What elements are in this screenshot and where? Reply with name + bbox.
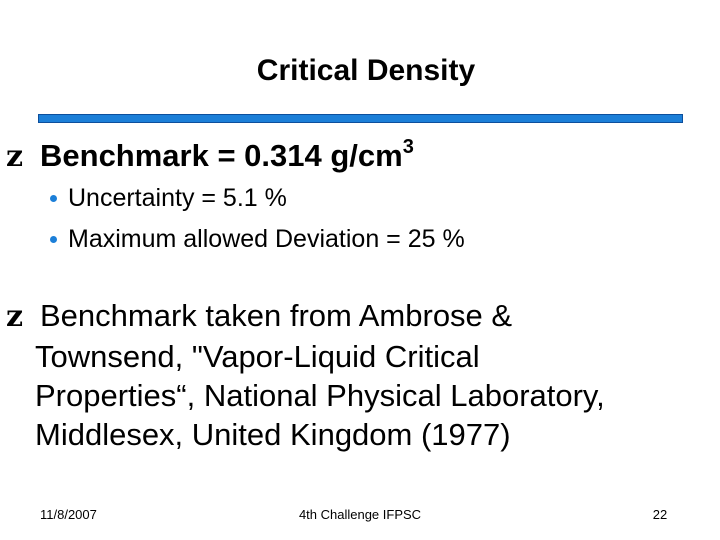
sub-bullet-max-deviation: Maximum allowed Deviation = 25 % — [50, 225, 465, 254]
slide-title: Critical Density — [256, 54, 476, 87]
source-line-1: Benchmark taken from Ambrose & — [40, 298, 513, 333]
bullet-source: z Benchmark taken from Ambrose & — [6, 298, 512, 334]
z-bullet-icon: z — [6, 299, 24, 334]
source-line-4: Middlesex, United Kingdom (1977) — [35, 417, 511, 452]
sub-bullet-text: Uncertainty = 5.1 % — [68, 184, 287, 212]
bullet-benchmark: z Benchmark = 0.314 g/cm3 — [6, 136, 414, 174]
dot-bullet-icon — [50, 236, 57, 243]
source-citation-continuation: Townsend, "Vapor-Liquid Critical Propert… — [35, 337, 605, 454]
footer-event: 4th Challenge IFPSC — [298, 507, 422, 522]
title-underline-bar — [38, 114, 683, 123]
sub-bullet-text: Maximum allowed Deviation = 25 % — [68, 225, 465, 253]
bullet-benchmark-text: Benchmark = 0.314 g/cm3 — [40, 136, 414, 173]
z-bullet-icon: z — [6, 139, 24, 174]
footer-date: 11/8/2007 — [40, 507, 97, 522]
source-line-3: Properties“, National Physical Laborator… — [35, 378, 605, 413]
sub-bullet-uncertainty: Uncertainty = 5.1 % — [50, 184, 287, 213]
source-line-2: Townsend, "Vapor-Liquid Critical — [35, 339, 480, 374]
superscript-exponent: 3 — [402, 136, 414, 158]
footer-page-number: 22 — [652, 507, 668, 522]
dot-bullet-icon — [50, 195, 57, 202]
